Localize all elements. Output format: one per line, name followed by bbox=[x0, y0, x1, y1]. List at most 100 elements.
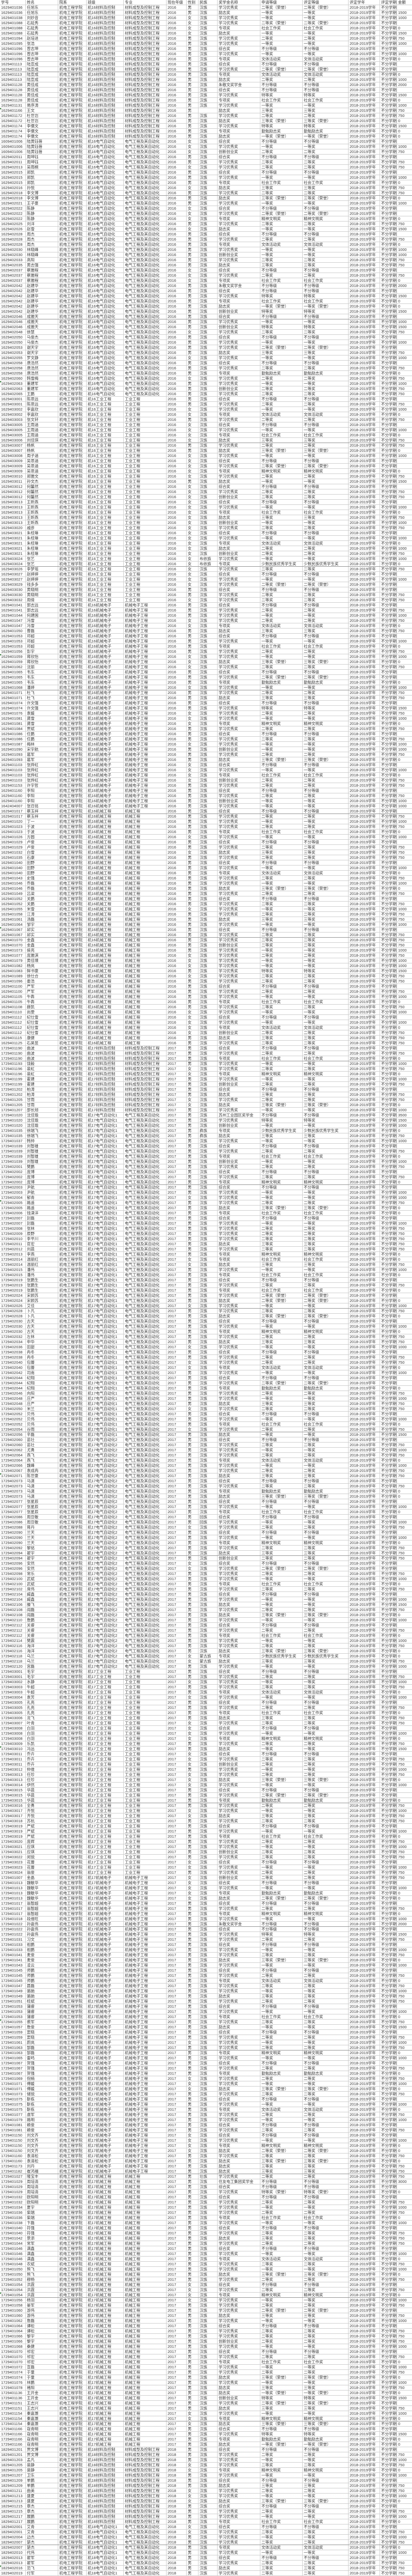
cell-assessed-level[interactable]: 不分等级 bbox=[303, 484, 349, 489]
cell-amount[interactable]: 750 bbox=[398, 1556, 405, 1561]
cell-college[interactable]: 机电工程学院 bbox=[58, 1020, 87, 1025]
cell-college[interactable]: 机电工程学院 bbox=[58, 608, 87, 613]
cell-student-id[interactable]: 1729402114 bbox=[0, 1638, 26, 1643]
cell-gender[interactable]: 男 bbox=[187, 196, 199, 200]
cell-scholarship-name[interactable]: 学习优秀奖 bbox=[218, 958, 260, 963]
cell-scholarship-name[interactable]: 学习优秀奖 bbox=[218, 381, 260, 386]
cell-ethnicity[interactable]: 汉族 bbox=[199, 1036, 218, 1040]
cell-gender[interactable]: 男 bbox=[187, 1273, 199, 1277]
cell-applied-level[interactable]: 不分等级 bbox=[260, 484, 303, 489]
cell-amount[interactable]: 1500 bbox=[398, 93, 407, 97]
cell-scholarship-name[interactable]: 综合奖 bbox=[218, 1144, 260, 1148]
cell-class[interactable]: 机16机械工程 bbox=[87, 886, 124, 891]
cell-applied-level[interactable]: 一等奖 bbox=[260, 1520, 303, 1524]
cell-assessed-level[interactable]: 二等奖 bbox=[303, 1391, 349, 1396]
cell-college[interactable]: 机电工程学院 bbox=[58, 1365, 87, 1370]
cell-ethnicity[interactable]: 汉族 bbox=[199, 618, 218, 623]
cell-semester[interactable]: 不分学期 bbox=[381, 191, 397, 195]
cell-ethnicity[interactable]: 汉族 bbox=[199, 1206, 218, 1210]
cell-grade[interactable]: 2017 bbox=[167, 1113, 187, 1117]
cell-class[interactable]: 机17电气自动化1 bbox=[87, 1401, 124, 1406]
cell-academic-year[interactable]: 2018-2019学年 bbox=[349, 917, 380, 922]
cell-major[interactable]: 机械电子工程 bbox=[124, 629, 167, 633]
cell-class[interactable]: 机16材料及控制 bbox=[87, 103, 124, 108]
cell-semester[interactable]: 不分学期 bbox=[381, 113, 397, 118]
cell-major[interactable]: 电气工程及其自动化 bbox=[124, 386, 167, 391]
cell-ethnicity[interactable]: 汉族 bbox=[199, 1319, 218, 1324]
cell-gender[interactable]: 女 bbox=[187, 1303, 199, 1308]
cell-gender[interactable]: 男 bbox=[187, 670, 199, 674]
cell-class[interactable]: 机16机械电子 bbox=[87, 675, 124, 680]
cell-name[interactable]: 王昕燕 bbox=[26, 520, 58, 525]
cell-class[interactable]: 机17电气自动化1 bbox=[87, 1159, 124, 1164]
cell-name[interactable]: 乌兰 bbox=[26, 1659, 58, 1664]
cell-academic-year[interactable]: 2018-2019学年 bbox=[349, 1643, 380, 1648]
cell-gender[interactable]: 男 bbox=[187, 1309, 199, 1313]
cell-amount[interactable]: 0 bbox=[398, 1128, 401, 1133]
cell-major[interactable]: 工业工程 bbox=[124, 582, 167, 587]
cell-grade[interactable]: 2016 bbox=[167, 742, 187, 747]
cell-class[interactable]: 机16机械电子 bbox=[87, 618, 124, 623]
cell-major[interactable]: 电气工程及其自动化 bbox=[124, 1406, 167, 1411]
cell-name[interactable]: 庞博 bbox=[26, 1180, 58, 1184]
cell-name[interactable]: 毛宇 bbox=[26, 1669, 58, 1674]
cell-student-id[interactable]: 1629401065 bbox=[0, 670, 26, 674]
cell-grade[interactable]: 2017 bbox=[167, 1355, 187, 1360]
cell-major[interactable]: 机械电子工程 bbox=[124, 783, 167, 788]
cell-assessed-level[interactable]: 文体活动奖 bbox=[303, 541, 349, 546]
cell-name[interactable]: 梅林 bbox=[26, 742, 58, 747]
cell-assessed-level[interactable]: 三等奖 bbox=[303, 350, 349, 355]
cell-class[interactable]: 机16机械工程 bbox=[87, 829, 124, 834]
cell-major[interactable]: 工业工程 bbox=[124, 479, 167, 484]
cell-scholarship-name[interactable]: 学习优秀奖 bbox=[218, 1685, 260, 1689]
cell-assessed-level[interactable]: 一等奖 bbox=[303, 247, 349, 252]
cell-major[interactable]: 工业工程 bbox=[124, 428, 167, 432]
cell-student-id[interactable]: 1629403030 bbox=[0, 592, 26, 597]
cell-college[interactable]: 机电工程学院 bbox=[58, 1577, 87, 1581]
cell-college[interactable]: 机电工程学院 bbox=[58, 345, 87, 350]
cell-name[interactable]: 温丽红 bbox=[26, 1262, 58, 1267]
cell-assessed-level[interactable]: 二等奖 bbox=[303, 953, 349, 958]
cell-scholarship-name[interactable]: 综合奖 bbox=[218, 459, 260, 463]
cell-applied-level[interactable]: 二等奖 bbox=[260, 1705, 303, 1710]
cell-major[interactable]: 电气工程及其自动化 bbox=[124, 1484, 167, 1488]
cell-assessed-level[interactable]: 不分等级 bbox=[303, 1515, 349, 1519]
cell-assessed-level[interactable]: 三等奖 bbox=[303, 696, 349, 700]
cell-assessed-level[interactable]: 二等奖（荣誉） bbox=[303, 1293, 349, 1298]
cell-ethnicity[interactable]: 汉族 bbox=[199, 1638, 218, 1643]
cell-grade[interactable]: 2016 bbox=[167, 361, 187, 365]
cell-class[interactable]: 机16材料及控制 bbox=[87, 41, 124, 46]
cell-assessed-level[interactable]: 一等奖 bbox=[303, 799, 349, 803]
cell-applied-level[interactable]: 社会工作奖 bbox=[260, 1288, 303, 1293]
cell-ethnicity[interactable]: 汉族 bbox=[199, 1350, 218, 1354]
cell-scholarship-name[interactable]: 专项奖 bbox=[218, 469, 260, 473]
cell-assessed-level[interactable]: 一等奖 bbox=[303, 1190, 349, 1195]
cell-amount[interactable]: 750 bbox=[398, 1036, 405, 1040]
cell-assessed-level[interactable]: 不分等级 bbox=[303, 500, 349, 504]
cell-academic-year[interactable]: 2018-2019学年 bbox=[349, 1015, 380, 1020]
cell-applied-level[interactable]: 二等奖 bbox=[260, 855, 303, 860]
cell-ethnicity[interactable]: 汉族 bbox=[199, 443, 218, 448]
cell-applied-level[interactable]: 不分等级 bbox=[260, 170, 303, 175]
cell-gender[interactable]: 男 bbox=[187, 1484, 199, 1488]
cell-academic-year[interactable]: 2018-2019学年 bbox=[349, 680, 380, 685]
cell-amount[interactable] bbox=[397, 422, 412, 427]
cell-class[interactable]: 机16材料及控制 bbox=[87, 72, 124, 77]
cell-student-id[interactable]: 1629401103 bbox=[0, 773, 26, 777]
cell-student-id[interactable]: 1629402025 bbox=[0, 222, 26, 226]
cell-class[interactable]: 机17电气自动化1 bbox=[87, 1247, 124, 1251]
cell-academic-year[interactable]: 2018-2019学年 bbox=[349, 1535, 380, 1540]
cell-assessed-level[interactable]: 二等奖 bbox=[303, 237, 349, 242]
cell-grade[interactable]: 2016 bbox=[167, 283, 187, 288]
cell-gender[interactable]: 女 bbox=[187, 438, 199, 443]
cell-ethnicity[interactable]: 汉族 bbox=[199, 546, 218, 551]
cell-student-id[interactable]: 1629401128 bbox=[0, 82, 26, 87]
cell-major[interactable]: 机械电子工程 bbox=[124, 711, 167, 716]
cell-college[interactable]: 机电工程学院 bbox=[58, 500, 87, 504]
cell-student-id[interactable]: 1729402086 bbox=[0, 1520, 26, 1524]
cell-scholarship-name[interactable]: 综合奖 bbox=[218, 1530, 260, 1535]
cell-name[interactable]: 纪翔 bbox=[26, 1386, 58, 1391]
cell-academic-year[interactable]: 2018-2019学年 bbox=[349, 1468, 380, 1473]
cell-applied-level[interactable]: 二等奖 bbox=[260, 1391, 303, 1396]
cell-grade[interactable]: 2016 bbox=[167, 515, 187, 520]
